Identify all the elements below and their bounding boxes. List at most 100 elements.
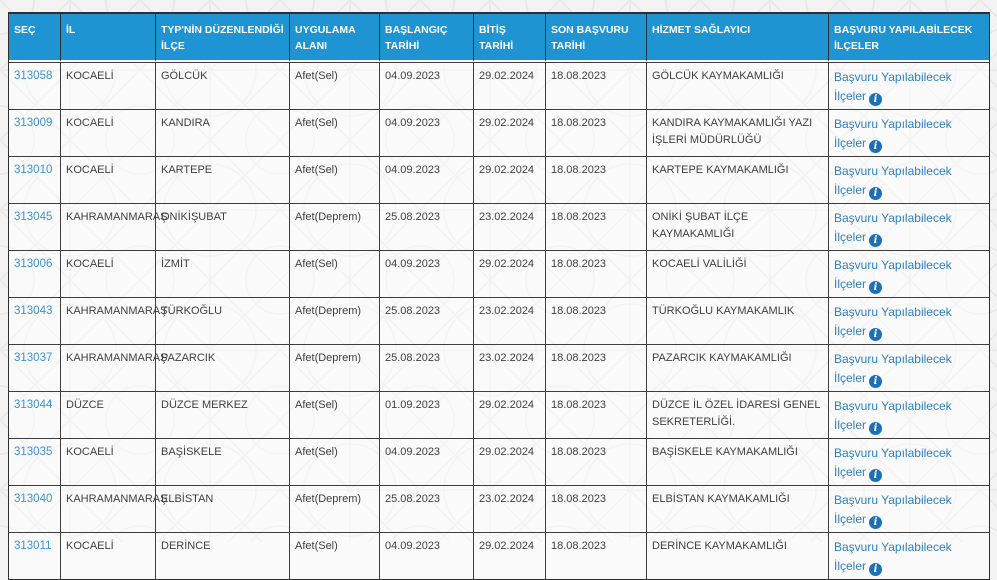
cell-il: KAHRAMANMARAŞ — [61, 204, 167, 251]
typ-id-link[interactable]: 313044 — [14, 399, 53, 411]
cell-baslangic_tarihi: 25.08.2023 — [380, 345, 474, 392]
applicable-districts-link-label: Başvuru Yapılabilecek İlçeler — [834, 305, 952, 338]
cell-ilce: KARTEPE — [156, 157, 290, 204]
applicable-districts-link[interactable]: Başvuru Yapılabilecek İlçeler i — [834, 491, 986, 529]
table-row: 313040 KAHRAMANMARAŞ ELBİSTAN Afet(Deprem) 2… — [9, 486, 989, 533]
applicable-districts-link[interactable]: Başvuru Yapılabilecek İlçeler i — [834, 444, 986, 482]
cell-il: KAHRAMANMARAŞ — [61, 486, 167, 533]
info-icon[interactable]: i — [869, 234, 883, 247]
cell-il: KOCAELİ — [61, 157, 156, 204]
cell-basvuru: Başvuru Yapılabilecek İlçeler i — [829, 298, 989, 345]
typ-results-table: SEÇ İL TYP'NİN DÜZENLENDİĞİ İLÇE UYGULAMA A… — [8, 12, 990, 580]
applicable-districts-link[interactable]: Başvuru Yapılabilecek İlçeler i — [834, 68, 986, 106]
info-icon[interactable]: i — [869, 140, 883, 153]
info-icon[interactable]: i — [869, 328, 883, 341]
typ-id-link[interactable]: 313037 — [14, 352, 53, 364]
typ-id-link[interactable]: 313009 — [14, 117, 53, 129]
cell-hizmet_saglayici: TÜRKOĞLU KAYMAKAMLIK — [647, 298, 829, 345]
cell-uygulama_alani: Afet(Sel) — [290, 533, 380, 579]
cell-bitis_tarihi: 29.02.2024 — [474, 157, 546, 204]
cell-basvuru: Başvuru Yapılabilecek İlçeler i — [829, 62, 989, 110]
column-header-basvuru: BAŞVURU YAPILABİLECEK İLÇELER — [829, 14, 989, 62]
cell-basvuru: Başvuru Yapılabilecek İlçeler i — [829, 533, 989, 579]
applicable-districts-link-label: Başvuru Yapılabilecek İlçeler — [834, 211, 952, 244]
cell-sec: 313043 — [9, 298, 61, 345]
cell-il: KOCAELİ — [61, 110, 156, 157]
table-row: 313058 KOCAELİ GÖLCÜK Afet(Sel) 04.09.2023 29… — [9, 62, 989, 110]
applicable-districts-link-label: Başvuru Yapılabilecek İlçeler — [834, 399, 952, 432]
cell-ilce: KANDIRA — [156, 110, 290, 157]
info-icon[interactable]: i — [869, 281, 883, 294]
cell-baslangic_tarihi: 04.09.2023 — [380, 110, 474, 157]
cell-son_basvuru_tarihi: 18.08.2023 — [546, 392, 647, 439]
typ-id-link[interactable]: 313043 — [14, 305, 53, 317]
info-icon[interactable]: i — [869, 422, 883, 435]
applicable-districts-link[interactable]: Başvuru Yapılabilecek İlçeler i — [834, 162, 986, 200]
cell-baslangic_tarihi: 04.09.2023 — [380, 157, 474, 204]
typ-id-link[interactable]: 313045 — [14, 211, 53, 223]
cell-baslangic_tarihi: 04.09.2023 — [380, 251, 474, 298]
table-row: 313011 KOCAELİ DERİNCE Afet(Sel) 04.09.2023 2… — [9, 533, 989, 579]
cell-sec: 313040 — [9, 486, 61, 533]
applicable-districts-link-label: Başvuru Yapılabilecek İlçeler — [834, 446, 952, 479]
applicable-districts-link[interactable]: Başvuru Yapılabilecek İlçeler i — [834, 350, 986, 388]
cell-ilce: ELBİSTAN — [156, 486, 290, 533]
column-header-hizmet_saglayici: HİZMET SAĞLAYICI — [647, 14, 829, 62]
info-icon[interactable]: i — [869, 375, 883, 388]
cell-baslangic_tarihi: 25.08.2023 — [380, 298, 474, 345]
typ-id-link[interactable]: 313010 — [14, 164, 53, 176]
cell-hizmet_saglayici: ONİKİ ŞUBAT İLÇE KAYMAKAMLIĞI — [647, 204, 829, 251]
cell-sec: 313058 — [9, 62, 61, 110]
typ-id-link[interactable]: 313058 — [14, 70, 53, 82]
typ-id-link[interactable]: 313006 — [14, 258, 53, 270]
table-body: 313058 KOCAELİ GÖLCÜK Afet(Sel) 04.09.2023 29… — [9, 62, 989, 579]
column-header-il: İL — [61, 14, 156, 62]
info-icon[interactable]: i — [869, 563, 883, 576]
cell-basvuru: Başvuru Yapılabilecek İlçeler i — [829, 345, 989, 392]
info-icon[interactable]: i — [869, 516, 883, 529]
cell-uygulama_alani: Afet(Deprem) — [290, 486, 380, 533]
applicable-districts-link[interactable]: Başvuru Yapılabilecek İlçeler i — [834, 303, 986, 341]
cell-uygulama_alani: Afet(Deprem) — [290, 345, 380, 392]
cell-il: KAHRAMANMARAŞ — [61, 345, 167, 392]
info-icon[interactable]: i — [869, 93, 883, 106]
applicable-districts-link[interactable]: Başvuru Yapılabilecek İlçeler i — [834, 209, 986, 247]
cell-il: KOCAELİ — [61, 533, 156, 579]
cell-bitis_tarihi: 23.02.2024 — [474, 204, 546, 251]
cell-sec: 313044 — [9, 392, 61, 439]
cell-ilce: GÖLCÜK — [156, 62, 290, 110]
applicable-districts-link-label: Başvuru Yapılabilecek İlçeler — [834, 70, 952, 103]
cell-son_basvuru_tarihi: 18.08.2023 — [546, 157, 647, 204]
typ-id-link[interactable]: 313035 — [14, 446, 53, 458]
cell-ilce: ONİKİŞUBAT — [156, 204, 290, 251]
table-row: 313006 KOCAELİ İZMİT Afet(Sel) 04.09.2023 29.… — [9, 251, 989, 298]
cell-hizmet_saglayici: BAŞİSKELE KAYMAKAMLIĞI — [647, 439, 829, 486]
typ-id-link[interactable]: 313040 — [14, 493, 53, 505]
cell-hizmet_saglayici: PAZARCIK KAYMAKAMLIĞI — [647, 345, 829, 392]
cell-bitis_tarihi: 23.02.2024 — [474, 486, 546, 533]
cell-sec: 313037 — [9, 345, 61, 392]
cell-son_basvuru_tarihi: 18.08.2023 — [546, 439, 647, 486]
cell-basvuru: Başvuru Yapılabilecek İlçeler i — [829, 157, 989, 204]
cell-hizmet_saglayici: DERİNCE KAYMAKAMLIĞI — [647, 533, 829, 579]
cell-hizmet_saglayici: DÜZCE İL ÖZEL İDARESİ GENEL SEKRETERLİĞİ… — [647, 392, 829, 439]
cell-il: DÜZCE — [61, 392, 156, 439]
applicable-districts-link-label: Başvuru Yapılabilecek İlçeler — [834, 493, 952, 526]
cell-sec: 313006 — [9, 251, 61, 298]
cell-ilce: DÜZCE MERKEZ — [156, 392, 290, 439]
cell-ilce: TÜRKOĞLU — [156, 298, 290, 345]
info-icon[interactable]: i — [869, 469, 883, 482]
cell-uygulama_alani: Afet(Deprem) — [290, 298, 380, 345]
info-icon[interactable]: i — [869, 187, 883, 200]
cell-sec: 313009 — [9, 110, 61, 157]
applicable-districts-link[interactable]: Başvuru Yapılabilecek İlçeler i — [834, 256, 986, 294]
table-row: 313009 KOCAELİ KANDIRA Afet(Sel) 04.09.2023 2… — [9, 110, 989, 157]
cell-uygulama_alani: Afet(Sel) — [290, 110, 380, 157]
cell-uygulama_alani: Afet(Deprem) — [290, 204, 380, 251]
applicable-districts-link[interactable]: Başvuru Yapılabilecek İlçeler i — [834, 115, 986, 153]
applicable-districts-link[interactable]: Başvuru Yapılabilecek İlçeler i — [834, 538, 986, 576]
applicable-districts-link[interactable]: Başvuru Yapılabilecek İlçeler i — [834, 397, 986, 435]
cell-sec: 313011 — [9, 533, 61, 579]
cell-baslangic_tarihi: 25.08.2023 — [380, 486, 474, 533]
cell-uygulama_alani: Afet(Sel) — [290, 439, 380, 486]
